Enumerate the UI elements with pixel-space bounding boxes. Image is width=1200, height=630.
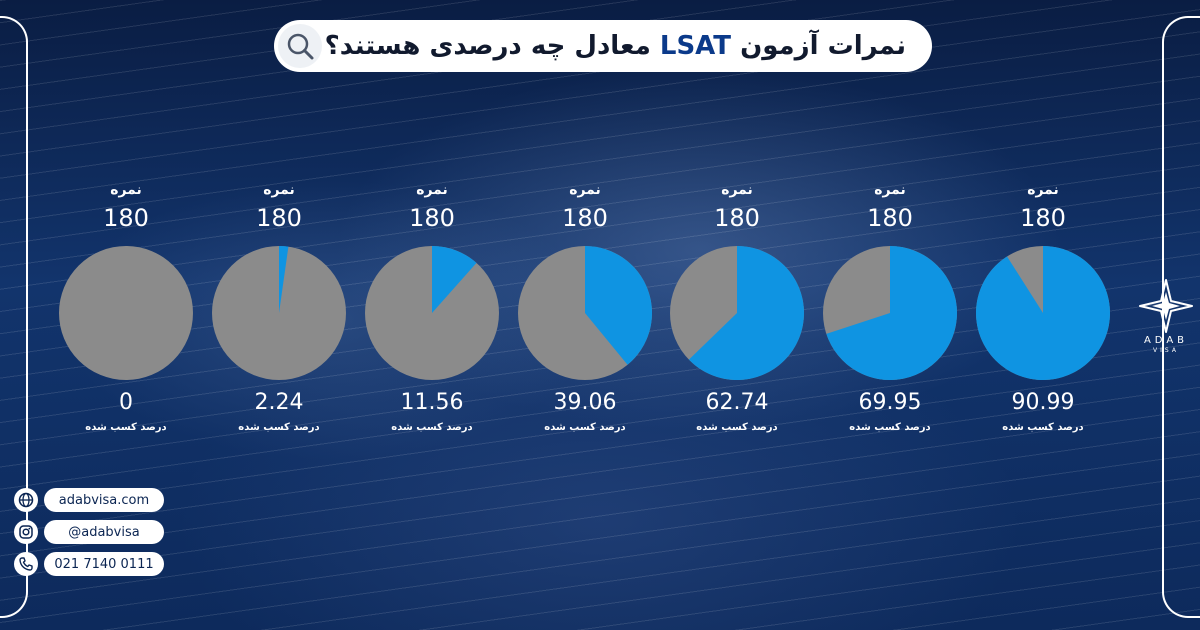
percent-label: درصد کسب شده: [1002, 422, 1084, 433]
logo-name: ADAB: [1143, 335, 1189, 346]
compass-star-icon: [1139, 279, 1193, 333]
percent-value: 62.74: [705, 390, 769, 415]
title-part-1: نمرات آزمون: [731, 31, 906, 61]
score-label: نمره: [569, 182, 601, 198]
score-value: 180: [1020, 204, 1066, 232]
score-label: نمره: [263, 182, 295, 198]
percent-value: 2.24: [254, 390, 304, 415]
contact-instagram[interactable]: @adabvisa: [14, 520, 164, 544]
pie-chart: [518, 246, 652, 380]
pie-chart-item: نمره 180 90.99 درصد کسب شده: [973, 180, 1113, 440]
percent-label: درصد کسب شده: [696, 422, 778, 433]
score-value: 180: [714, 204, 760, 232]
pie-slice-achieved: [279, 246, 289, 313]
title-part-2: معادل چه درصدی هستند؟: [324, 31, 660, 61]
phone-label: 021 7140 0111: [44, 552, 164, 576]
logo-subtitle: VISA: [1153, 347, 1179, 354]
percent-label: درصد کسب شده: [849, 422, 931, 433]
percent-value: 11.56: [400, 390, 464, 415]
score-label: نمره: [721, 182, 753, 198]
score-value: 180: [867, 204, 913, 232]
phone-icon: [14, 552, 38, 576]
contact-phone[interactable]: 021 7140 0111: [14, 552, 164, 576]
pie-chart: [976, 246, 1110, 380]
pie-slice-achieved: [585, 246, 652, 365]
instagram-icon: [14, 520, 38, 544]
globe-icon: [14, 488, 38, 512]
title-highlight: LSAT: [659, 31, 732, 61]
percent-label: درصد کسب شده: [391, 422, 473, 433]
pie-chart-item: نمره 180 2.24 درصد کسب شده: [209, 180, 349, 440]
percent-label: درصد کسب شده: [238, 422, 320, 433]
score-value: 180: [409, 204, 455, 232]
website-label: adabvisa.com: [44, 488, 164, 512]
pie-chart-item: نمره 180 39.06 درصد کسب شده: [515, 180, 655, 440]
title-bar: نمرات آزمون LSAT معادل چه درصدی هستند؟: [274, 20, 932, 72]
score-label: نمره: [110, 182, 142, 198]
brand-logo: ADAB VISA: [1136, 278, 1196, 358]
pie-chart-item: نمره 180 0 درصد کسب شده: [56, 180, 196, 440]
page-title: نمرات آزمون LSAT معادل چه درصدی هستند؟: [325, 31, 906, 61]
percent-value: 90.99: [1011, 390, 1075, 415]
score-label: نمره: [416, 182, 448, 198]
percent-value: 0: [119, 390, 133, 415]
pie-chart: [670, 246, 804, 380]
search-icon: [287, 33, 314, 60]
search-button[interactable]: [278, 24, 322, 68]
pie-chart: [365, 246, 499, 380]
pie-chart: [212, 246, 346, 380]
pie-chart: [823, 246, 957, 380]
pie-slice-achieved: [432, 246, 477, 313]
pie-slice-achieved: [826, 246, 957, 380]
pie-chart-item: نمره 180 11.56 درصد کسب شده: [362, 180, 502, 440]
score-value: 180: [103, 204, 149, 232]
score-label: نمره: [1027, 182, 1059, 198]
pie-slice-remaining: [59, 246, 193, 380]
instagram-label: @adabvisa: [44, 520, 164, 544]
score-value: 180: [256, 204, 302, 232]
score-label: نمره: [874, 182, 906, 198]
pie-chart-item: نمره 180 69.95 درصد کسب شده: [820, 180, 960, 440]
pie-slice-achieved: [976, 246, 1110, 380]
pie-slice-achieved: [688, 246, 804, 380]
percent-label: درصد کسب شده: [85, 422, 167, 433]
percent-value: 69.95: [858, 390, 922, 415]
percent-label: درصد کسب شده: [544, 422, 626, 433]
contact-website[interactable]: adabvisa.com: [14, 488, 164, 512]
percent-value: 39.06: [553, 390, 617, 415]
pie-chart-item: نمره 180 62.74 درصد کسب شده: [667, 180, 807, 440]
score-value: 180: [562, 204, 608, 232]
pie-chart: [59, 246, 193, 380]
